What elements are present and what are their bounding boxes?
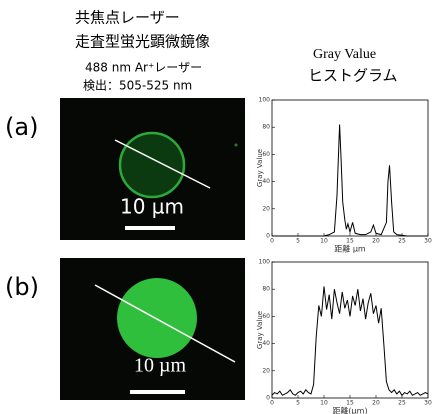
detection-text: 検出：505-525 nm	[83, 79, 192, 93]
scale-bar	[130, 390, 185, 394]
x-tick-label: 0	[270, 238, 274, 245]
x-tick-label: 5	[296, 400, 300, 407]
x-tick-label: 30	[424, 400, 432, 407]
y-tick-label: 100	[259, 259, 271, 266]
figure: 共焦点レーザー 走査型蛍光顕微鏡像 488 nm Ar⁺レーザー 検出：505-…	[0, 0, 433, 414]
y-tick-label: 20	[262, 205, 270, 212]
x-tick-label: 20	[372, 238, 380, 245]
scale-bar	[125, 226, 175, 230]
y-tick-label: 80	[262, 124, 270, 131]
data-line	[272, 286, 428, 395]
x-axis-label: 距離 µm	[334, 244, 366, 254]
data-line	[272, 124, 428, 236]
panel-label: (b)	[5, 273, 39, 301]
x-tick-label: 10	[320, 238, 328, 245]
speck	[235, 144, 238, 147]
plot-frame	[272, 100, 428, 236]
cell	[120, 133, 184, 197]
hist-title: ヒストグラム	[308, 67, 398, 85]
laser-text: 488 nm Ar⁺レーザー	[85, 61, 202, 75]
y-tick-label: 100	[259, 97, 271, 104]
scale-text: 10 µm	[134, 355, 187, 377]
y-tick-label: 20	[262, 367, 270, 374]
x-tick-label: 0	[270, 400, 274, 407]
plot-frame	[272, 262, 428, 398]
y-axis-label: Gray Value	[256, 149, 264, 187]
x-tick-label: 10	[320, 400, 328, 407]
x-tick-label: 15	[346, 238, 354, 245]
scale-text: 10 µm	[120, 195, 184, 219]
x-tick-label: 15	[346, 400, 354, 407]
x-axis-label: 距離(µm)	[332, 406, 367, 414]
x-tick-label: 25	[398, 238, 406, 245]
x-tick-label: 20	[372, 400, 380, 407]
header-line: 共焦点レーザー	[75, 9, 180, 27]
x-tick-label: 30	[424, 238, 432, 245]
cell	[117, 278, 197, 358]
y-tick-label: 80	[262, 286, 270, 293]
header-line: 走査型蛍光顕微鏡像	[75, 33, 210, 51]
y-axis-label: Gray Value	[256, 311, 264, 349]
x-tick-label: 5	[296, 238, 300, 245]
x-tick-label: 25	[398, 400, 406, 407]
hist-title: Gray Value	[313, 47, 376, 62]
panel-label: (a)	[5, 113, 38, 141]
